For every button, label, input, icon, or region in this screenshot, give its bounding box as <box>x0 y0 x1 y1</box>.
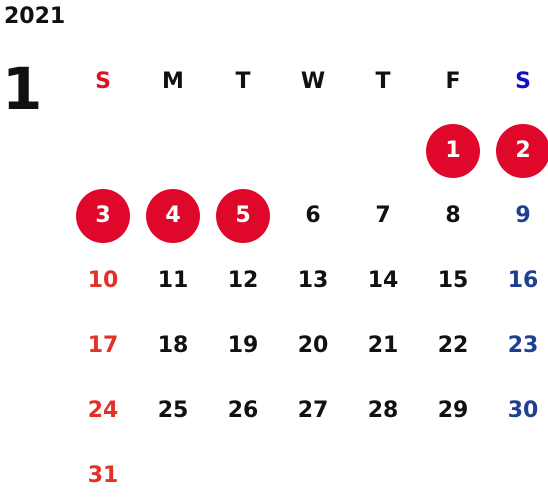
day-number: 23 <box>507 332 539 358</box>
weekday-header: S <box>515 68 531 94</box>
calendar-day[interactable]: 14 <box>353 254 413 306</box>
day-number: 17 <box>87 332 119 358</box>
day-number: 7 <box>375 202 391 228</box>
day-number: 1 <box>445 137 461 163</box>
day-number: 10 <box>87 267 119 293</box>
calendar-day[interactable]: 25 <box>143 384 203 436</box>
calendar-day[interactable]: 9 <box>493 189 548 241</box>
day-number: 25 <box>157 397 189 423</box>
day-number: 31 <box>87 462 119 488</box>
day-number: 28 <box>367 397 399 423</box>
day-number: 18 <box>157 332 189 358</box>
day-number: 24 <box>87 397 119 423</box>
calendar-day[interactable]: 19 <box>213 319 273 371</box>
day-number: 29 <box>437 397 469 423</box>
day-number: 30 <box>507 397 539 423</box>
day-number: 16 <box>507 267 539 293</box>
day-number: 9 <box>515 202 531 228</box>
day-number: 21 <box>367 332 399 358</box>
day-number: 27 <box>297 397 329 423</box>
weekday-header: W <box>300 68 326 94</box>
calendar-day[interactable]: 16 <box>493 254 548 306</box>
day-number: 4 <box>165 202 181 228</box>
calendar-day[interactable]: 26 <box>213 384 273 436</box>
weekday-header: F <box>445 68 461 94</box>
calendar-day[interactable]: 13 <box>283 254 343 306</box>
day-number: 13 <box>297 267 329 293</box>
day-number: 19 <box>227 332 259 358</box>
day-number: 12 <box>227 267 259 293</box>
day-number: 26 <box>227 397 259 423</box>
day-number: 8 <box>445 202 461 228</box>
calendar-day[interactable]: 23 <box>493 319 548 371</box>
calendar-day[interactable]: 21 <box>353 319 413 371</box>
year-label: 2021 <box>4 4 66 29</box>
calendar-day[interactable]: 28 <box>353 384 413 436</box>
month-number: 1 <box>2 55 43 123</box>
day-number: 11 <box>157 267 189 293</box>
calendar-day-holiday[interactable]: 5 <box>213 189 273 243</box>
calendar-day[interactable]: 30 <box>493 384 548 436</box>
calendar-day[interactable]: 24 <box>73 384 133 436</box>
weekday-header: T <box>235 68 251 94</box>
calendar-day[interactable]: 10 <box>73 254 133 306</box>
day-number: 22 <box>437 332 469 358</box>
weekday-header: T <box>375 68 391 94</box>
calendar-day[interactable]: 12 <box>213 254 273 306</box>
day-number: 6 <box>305 202 321 228</box>
day-number: 5 <box>235 202 251 228</box>
calendar-day[interactable]: 6 <box>283 189 343 241</box>
calendar-day[interactable]: 7 <box>353 189 413 241</box>
calendar-day[interactable]: 27 <box>283 384 343 436</box>
day-number: 2 <box>515 137 531 163</box>
calendar-day-holiday[interactable]: 3 <box>73 189 133 243</box>
day-number: 14 <box>367 267 399 293</box>
day-number: 15 <box>437 267 469 293</box>
day-number: 20 <box>297 332 329 358</box>
calendar-day[interactable]: 11 <box>143 254 203 306</box>
calendar-day-holiday[interactable]: 4 <box>143 189 203 243</box>
calendar-day[interactable]: 8 <box>423 189 483 241</box>
day-number: 3 <box>95 202 111 228</box>
calendar-day[interactable]: 18 <box>143 319 203 371</box>
calendar-day[interactable]: 29 <box>423 384 483 436</box>
calendar-day[interactable]: 22 <box>423 319 483 371</box>
weekday-header: M <box>162 68 184 94</box>
calendar-day[interactable]: 31 <box>73 449 133 501</box>
calendar-day[interactable]: 15 <box>423 254 483 306</box>
calendar-day-holiday[interactable]: 2 <box>493 124 548 178</box>
weekday-header: S <box>95 68 111 94</box>
calendar-day[interactable]: 20 <box>283 319 343 371</box>
calendar-day-holiday[interactable]: 1 <box>423 124 483 178</box>
calendar-day[interactable]: 17 <box>73 319 133 371</box>
